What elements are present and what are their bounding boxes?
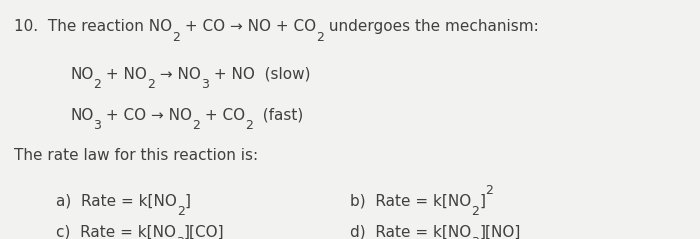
Text: + NO: + NO: [102, 67, 147, 82]
Text: a)  Rate = k[NO: a) Rate = k[NO: [56, 194, 177, 209]
Text: 2: 2: [193, 119, 200, 132]
Text: 2: 2: [316, 31, 324, 44]
Text: 10.  The reaction NO: 10. The reaction NO: [14, 19, 172, 34]
Text: d)  Rate = k[NO: d) Rate = k[NO: [350, 225, 471, 239]
Text: undergoes the mechanism:: undergoes the mechanism:: [324, 19, 539, 34]
Text: 2: 2: [245, 119, 253, 132]
Text: NO: NO: [70, 67, 93, 82]
Text: 3: 3: [201, 78, 209, 92]
Text: 2: 2: [172, 31, 180, 44]
Text: ][CO]: ][CO]: [184, 225, 225, 239]
Text: ]: ]: [185, 194, 190, 209]
Text: + CO → NO: + CO → NO: [102, 108, 193, 123]
Text: 3: 3: [471, 236, 479, 239]
Text: + NO  (slow): + NO (slow): [209, 67, 310, 82]
Text: (fast): (fast): [253, 108, 303, 123]
Text: 3: 3: [93, 119, 102, 132]
Text: 2: 2: [485, 184, 493, 197]
Text: + CO → NO + CO: + CO → NO + CO: [180, 19, 316, 34]
Text: + CO: + CO: [200, 108, 245, 123]
Text: ]: ]: [479, 194, 485, 209]
Text: 3: 3: [176, 236, 184, 239]
Text: 2: 2: [147, 78, 155, 92]
Text: NO: NO: [70, 108, 93, 123]
Text: b)  Rate = k[NO: b) Rate = k[NO: [350, 194, 471, 209]
Text: 2: 2: [471, 205, 479, 218]
Text: c)  Rate = k[NO: c) Rate = k[NO: [56, 225, 176, 239]
Text: → NO: → NO: [155, 67, 201, 82]
Text: ][NO]: ][NO]: [479, 225, 521, 239]
Text: 2: 2: [177, 205, 185, 218]
Text: The rate law for this reaction is:: The rate law for this reaction is:: [14, 148, 258, 163]
Text: 2: 2: [93, 78, 102, 92]
